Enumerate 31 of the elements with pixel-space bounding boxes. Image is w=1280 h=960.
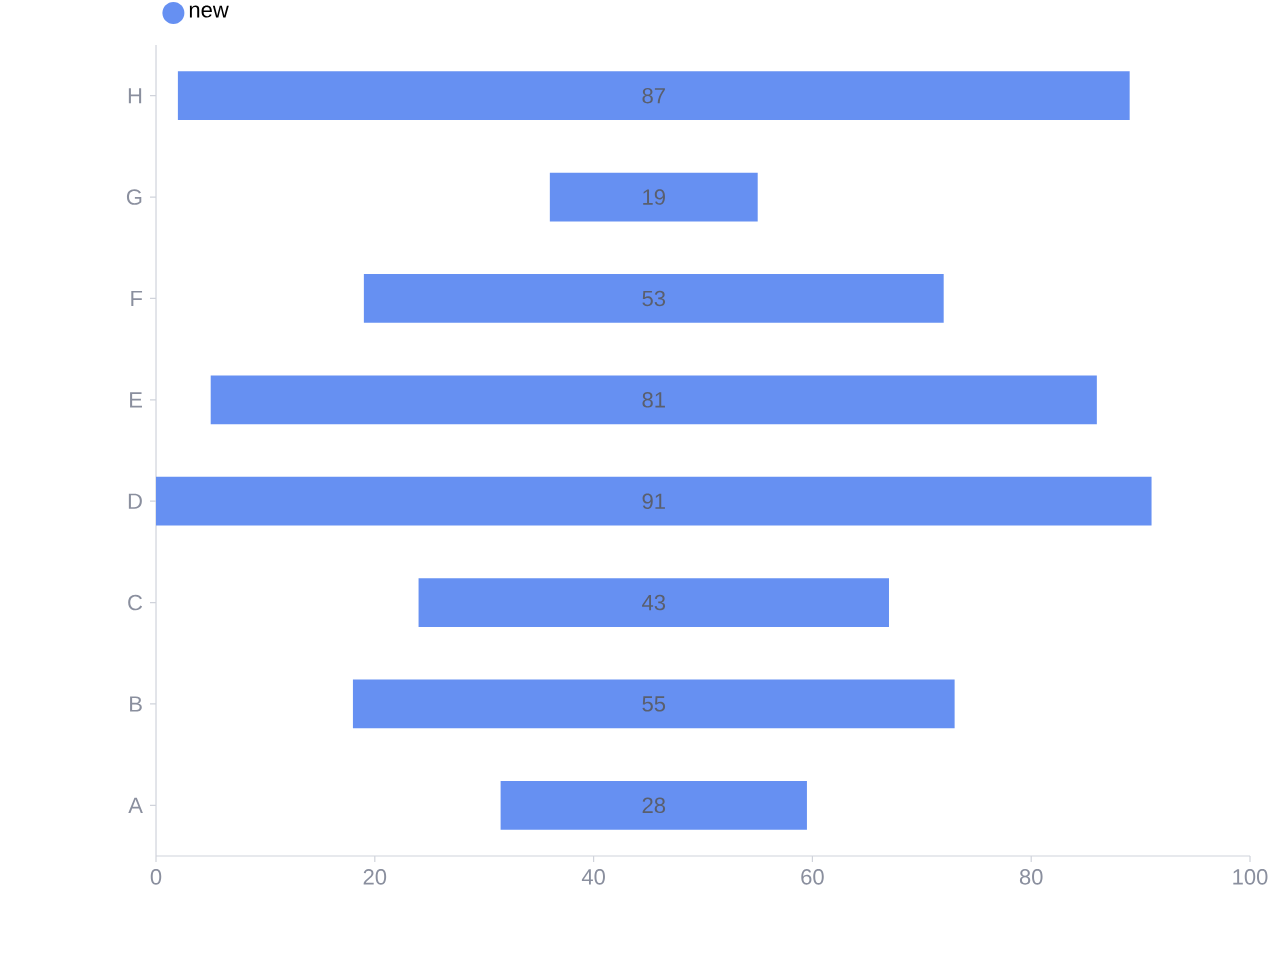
- legend-label: new: [189, 5, 229, 18]
- y-tick-label: D: [128, 493, 142, 509]
- x-tick-label: 40: [581, 869, 605, 885]
- data-label: 87: [642, 87, 665, 104]
- x-tick-label: 100: [1233, 869, 1268, 885]
- x-tick-label: 0: [150, 869, 162, 885]
- bar: [418, 578, 889, 627]
- bar: [156, 476, 1152, 526]
- data-label: 91: [642, 493, 665, 509]
- data-label: 28: [642, 797, 666, 814]
- x-tick-label: 80: [1019, 869, 1043, 885]
- bar: [549, 172, 758, 222]
- bar: [363, 274, 944, 323]
- data-label: 55: [642, 696, 666, 712]
- data-label: 43: [642, 594, 666, 611]
- bar: [352, 679, 955, 729]
- bar: [177, 71, 1130, 121]
- y-tick-label: H: [128, 88, 142, 104]
- y-tick-label: G: [126, 189, 142, 205]
- bar: [500, 780, 807, 830]
- y-tick-label: C: [128, 594, 143, 611]
- data-label: 81: [642, 392, 665, 408]
- y-tick-label: B: [130, 696, 142, 712]
- y-tick-label: F: [131, 290, 143, 307]
- x-tick-label: 20: [363, 869, 387, 885]
- x-tick-label: 60: [801, 869, 824, 885]
- data-label: 19: [643, 189, 665, 205]
- y-tick-label: E: [130, 392, 142, 408]
- bar: [210, 375, 1097, 425]
- data-label: 53: [642, 290, 666, 307]
- y-tick-label: A: [128, 797, 143, 813]
